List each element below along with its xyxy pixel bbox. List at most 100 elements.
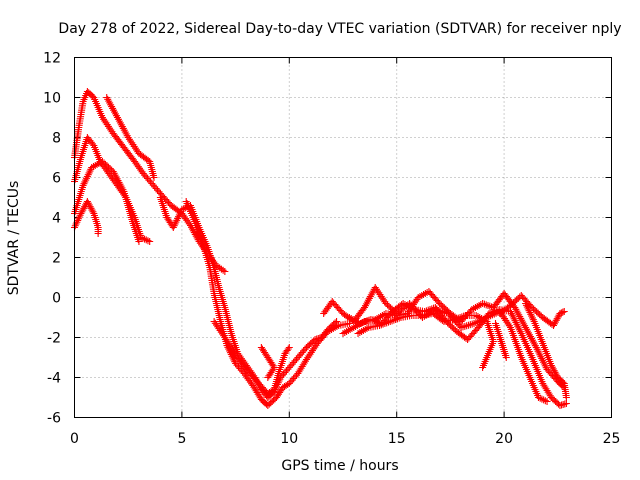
data-point — [541, 397, 549, 405]
data-point — [216, 326, 224, 334]
data-point — [562, 400, 570, 407]
data-point — [380, 296, 388, 304]
series-track-7 — [182, 198, 353, 409]
data-point — [311, 343, 319, 351]
data-point — [543, 398, 551, 405]
data-point — [378, 294, 386, 302]
data-point — [215, 325, 223, 333]
data-point — [374, 287, 382, 295]
data-point — [191, 230, 199, 238]
data-point — [308, 347, 316, 355]
data-point — [560, 308, 568, 315]
data-point — [559, 378, 567, 386]
y-tick-label: 8 — [52, 131, 61, 147]
data-point — [75, 213, 83, 221]
y-tick-label: 4 — [52, 211, 61, 227]
data-point — [217, 328, 225, 336]
data-point — [144, 237, 152, 245]
data-point — [127, 137, 135, 145]
data-point — [150, 174, 158, 181]
data-point — [219, 266, 227, 274]
data-point — [220, 332, 228, 340]
data-point — [133, 146, 141, 154]
grid-layer — [74, 57, 612, 418]
data-point — [210, 318, 218, 325]
data-point — [310, 345, 318, 353]
data-point — [98, 114, 106, 121]
data-point — [130, 142, 138, 150]
data-point — [264, 374, 272, 381]
data-point — [71, 222, 79, 230]
data-point — [538, 395, 546, 403]
y-tick-label: 10 — [43, 91, 61, 107]
data-point — [125, 135, 133, 143]
y-axis-label: SDTVAR / TECUs — [6, 181, 22, 296]
data-point — [189, 227, 197, 235]
data-point — [94, 230, 102, 237]
data-point — [101, 117, 109, 125]
y-tick-label: 0 — [52, 291, 61, 307]
data-layer — [71, 88, 570, 409]
data-point — [214, 323, 222, 331]
data-point — [129, 141, 137, 149]
data-point — [100, 115, 108, 123]
data-point — [141, 235, 149, 243]
data-point — [307, 348, 315, 356]
plot-frame — [74, 57, 612, 418]
data-point — [504, 320, 512, 328]
data-point — [503, 318, 511, 326]
data-point — [180, 205, 188, 213]
y-tick-label: -2 — [47, 331, 61, 347]
data-point — [371, 284, 379, 291]
data-point — [146, 238, 154, 245]
data-point — [265, 372, 273, 380]
data-point — [479, 364, 487, 371]
data-point — [306, 350, 314, 358]
data-point — [562, 394, 570, 401]
series-track-8 — [210, 318, 293, 397]
x-axis-label: GPS time / hours — [281, 458, 398, 474]
data-point — [304, 354, 312, 362]
data-point — [376, 291, 384, 299]
data-point — [559, 308, 567, 316]
data-point — [131, 144, 139, 152]
data-point — [103, 121, 111, 129]
x-tick-label: 5 — [177, 431, 186, 447]
data-point — [375, 289, 383, 297]
series-track-13 — [354, 310, 497, 371]
series-track-16 — [492, 320, 510, 361]
data-point — [412, 297, 420, 305]
data-point — [305, 352, 313, 360]
data-point — [76, 211, 84, 219]
data-point — [501, 315, 509, 323]
series-track-9 — [257, 344, 278, 381]
data-point — [142, 236, 150, 244]
y-tick-label: 12 — [43, 51, 61, 67]
data-point — [106, 124, 114, 132]
data-point — [211, 319, 219, 327]
data-point — [505, 322, 513, 330]
data-point — [540, 396, 548, 404]
x-tick-label: 10 — [280, 431, 298, 447]
data-point — [411, 299, 419, 307]
data-point — [75, 215, 83, 223]
data-point — [218, 330, 226, 338]
x-tick-label: 25 — [603, 431, 621, 447]
data-point — [89, 208, 97, 216]
y-tick-label: -6 — [47, 411, 61, 427]
chart-title: Day 278 of 2022, Sidereal Day-to-day VTE… — [58, 21, 621, 37]
data-point — [128, 139, 136, 147]
data-point — [377, 292, 385, 300]
data-point — [496, 334, 504, 341]
data-point — [102, 119, 110, 127]
y-tick-label: 6 — [52, 171, 61, 187]
series-track-15 — [522, 300, 570, 401]
data-point — [190, 229, 198, 237]
data-point — [284, 345, 292, 353]
data-point — [221, 268, 229, 275]
data-point — [534, 394, 542, 401]
y-tick-label: 2 — [52, 251, 61, 267]
data-point — [107, 126, 115, 134]
